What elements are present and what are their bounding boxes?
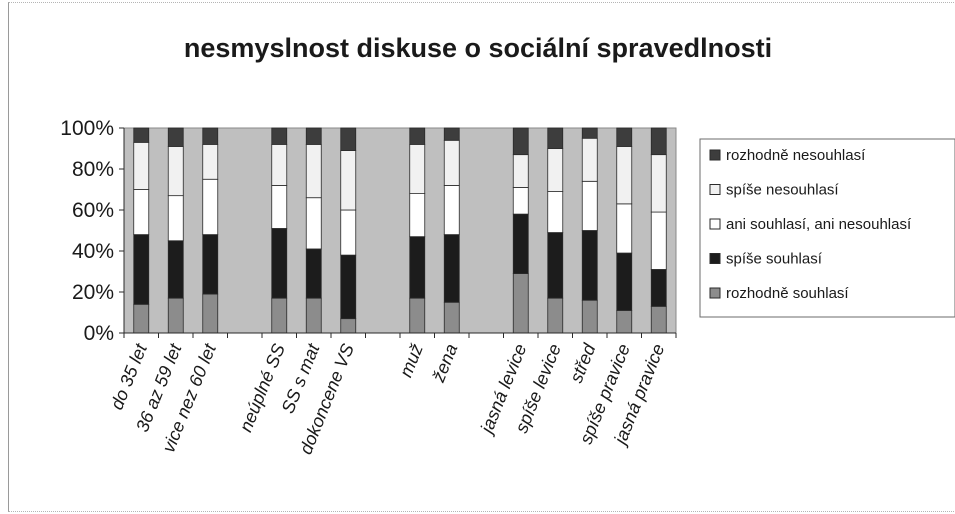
legend-label: rozhodně souhlasí (726, 285, 849, 302)
bar-segment-5 (133, 127, 150, 143)
bar-segment-5 (443, 127, 460, 141)
bar-segment-4 (133, 141, 150, 190)
legend-swatch (709, 149, 721, 161)
bar-segment-3 (167, 195, 184, 242)
legend-swatch (709, 287, 721, 299)
bar-segment-1 (616, 310, 633, 334)
bar-segment-1 (443, 301, 460, 334)
bar-segment-2 (167, 240, 184, 299)
bar-segment-3 (547, 191, 564, 233)
bar-segment-4 (650, 154, 667, 213)
legend: rozhodně nesouhlasí spíše nesouhlasí ani s… (699, 138, 955, 318)
y-axis: 0% 20% 40% 60% 80% 100% (60, 117, 125, 345)
bar-segment-4 (443, 139, 460, 186)
bar-segment-1 (409, 297, 426, 334)
bar-segment-1 (581, 299, 598, 334)
bar-segment-3 (133, 189, 150, 235)
bar-segment-4 (616, 146, 633, 205)
y-tick-label: 20% (72, 281, 114, 304)
bar-segment-3 (443, 184, 460, 235)
legend-label: rozhodně nesouhlasí (726, 147, 866, 164)
bar-segment-3 (202, 178, 219, 235)
legend-swatch (709, 253, 721, 264)
y-tick-label: 0% (84, 322, 114, 345)
legend-label: spíše nesouhlasí (726, 182, 839, 199)
bar-segment-4 (340, 150, 357, 211)
bar-segment-5 (340, 127, 357, 151)
bar-segment-3 (271, 184, 288, 229)
bar-segment-2 (616, 252, 633, 311)
bar-segment-2 (443, 234, 460, 303)
bar-segment-3 (616, 203, 633, 254)
category-label: střed (566, 340, 600, 386)
bar-segment-3 (512, 187, 529, 215)
bar-segment-4 (271, 143, 288, 186)
bar-segment-4 (167, 146, 184, 197)
bar-segment-4 (547, 148, 564, 192)
bar-segment-1 (650, 305, 667, 334)
bar-segment-5 (650, 127, 667, 156)
legend-box (699, 138, 955, 318)
bar-segment-1 (202, 293, 219, 334)
bar-segment-2 (512, 213, 529, 274)
bar-segment-1 (133, 303, 150, 334)
bar-segment-2 (409, 236, 426, 299)
bar-segment-3 (581, 180, 598, 231)
bar-segment-1 (340, 318, 357, 334)
bar-segment-3 (409, 193, 426, 238)
chart-title: nesmyslnost diskuse o sociální spravedln… (184, 33, 772, 63)
bar-segment-1 (512, 273, 529, 334)
bar-segment-5 (305, 127, 322, 145)
y-tick-label: 100% (60, 117, 114, 140)
legend-swatch (709, 218, 721, 230)
bar-segment-4 (202, 143, 219, 180)
category-label: neúplné SS (236, 341, 289, 435)
bar-segment-4 (581, 137, 598, 182)
bar-segment-2 (581, 230, 598, 301)
bar-segment-2 (650, 269, 667, 307)
bar-segment-5 (409, 127, 426, 145)
bar-segment-4 (512, 154, 529, 188)
category-label: žena (428, 341, 462, 386)
bar-segment-2 (340, 254, 357, 320)
y-tick-label: 40% (72, 240, 114, 263)
bar-segment-3 (340, 209, 357, 256)
bar-segment-1 (305, 297, 322, 334)
y-tick-label: 80% (72, 158, 114, 181)
category-label: muž (396, 341, 427, 380)
bar-segment-1 (271, 297, 288, 334)
bar-segment-5 (616, 127, 633, 147)
bar-segment-5 (271, 127, 288, 145)
bar-segment-4 (409, 143, 426, 194)
bar-segment-2 (305, 248, 322, 299)
bar-segment-5 (202, 127, 219, 145)
legend-swatch (709, 184, 721, 195)
bar-segment-1 (547, 297, 564, 334)
bar-segment-5 (167, 127, 184, 147)
bar-segment-5 (547, 127, 564, 149)
bar-segment-2 (271, 228, 288, 299)
bar-segment-1 (167, 297, 184, 334)
bar-series-group (133, 127, 667, 334)
bar-segment-5 (512, 127, 529, 156)
bar-segment-4 (305, 143, 322, 199)
bar-segment-3 (305, 197, 322, 250)
bar-segment-2 (202, 234, 219, 295)
chart-frame (8, 2, 954, 512)
bar-segment-5 (581, 127, 598, 139)
bar-segment-3 (650, 211, 667, 270)
y-tick-label: 60% (72, 199, 114, 222)
bar-segment-2 (133, 234, 150, 305)
bar-segment-2 (547, 232, 564, 299)
legend-label: ani souhlasí, ani nesouhlasí (726, 216, 912, 233)
legend-label: spíše souhlasí (726, 251, 823, 268)
